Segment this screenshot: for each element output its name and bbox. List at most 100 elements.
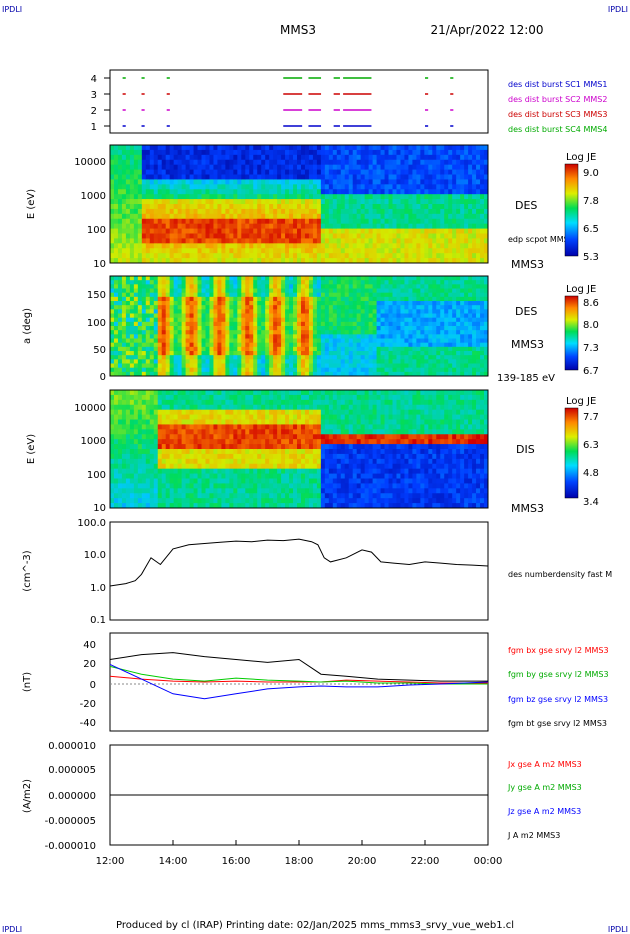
spectrogram-cell	[396, 258, 401, 264]
tick-label: 1000	[81, 191, 106, 202]
spectrogram-cell	[372, 169, 377, 175]
spectrogram-cell	[408, 367, 413, 373]
spectrogram-cell	[293, 253, 298, 259]
spectrogram-cell	[205, 355, 210, 360]
spectrogram-cell	[480, 296, 485, 302]
spectrogram-cell	[293, 321, 298, 327]
spectrogram-cell	[372, 149, 377, 156]
spectrogram-cell	[388, 248, 393, 254]
spectrogram-cell	[356, 233, 362, 239]
spectrogram-cell	[408, 284, 413, 289]
spectrogram-cell	[352, 305, 358, 310]
spectrogram-cell	[213, 218, 218, 225]
spectrogram-cell	[113, 351, 119, 356]
spectrogram-cell	[261, 179, 266, 185]
spectrogram-cell	[356, 174, 362, 180]
spectrogram-cell	[137, 248, 143, 254]
spectrogram-cell	[352, 164, 358, 170]
spectrogram-cell	[125, 330, 131, 335]
spectrogram-cell	[285, 317, 290, 323]
spectrogram-cell	[424, 174, 429, 180]
spectrogram-cell	[464, 342, 469, 348]
spectrogram-cell	[117, 338, 123, 344]
spectrogram-cell	[432, 169, 437, 175]
spectrogram-cell	[145, 449, 151, 455]
spectrogram-cell	[205, 243, 210, 249]
spectrogram-cell	[308, 228, 314, 234]
spectrogram-cell	[133, 238, 139, 244]
spectrogram-cell	[400, 338, 405, 344]
spectrogram-cell	[432, 238, 437, 244]
spectrogram-cell	[448, 288, 453, 294]
spectrogram-cell	[392, 243, 397, 249]
spectrogram-cell	[237, 334, 242, 339]
spectrogram-cell	[300, 169, 306, 175]
spectrogram-cell	[125, 434, 131, 440]
spectrogram-cell	[440, 243, 445, 249]
spectrogram-cell	[209, 243, 214, 249]
spectrogram-cell	[312, 371, 318, 377]
spectrogram-cell	[145, 280, 151, 285]
spectrogram-cell	[304, 149, 310, 156]
spectrogram-cell	[225, 218, 230, 225]
spectrogram-cell	[257, 208, 262, 215]
spectrogram-cell	[153, 444, 159, 450]
spectrogram-cell	[480, 149, 485, 156]
spectrogram-cell	[428, 204, 433, 210]
spectrogram-cell	[157, 498, 163, 504]
spectrogram-cell	[376, 276, 381, 281]
spectrogram-cell	[273, 346, 278, 352]
spectrogram-cell	[464, 338, 469, 344]
spectrogram-cell	[209, 174, 214, 180]
spectrogram-cell	[133, 334, 139, 339]
spectrogram-cell	[157, 330, 163, 335]
spectrogram-cell	[316, 238, 322, 244]
spectrogram-cell	[472, 321, 477, 327]
spectrogram-cell	[145, 493, 151, 499]
spectrogram-cell	[300, 189, 306, 195]
spectrogram-cell	[193, 330, 198, 335]
spectrogram-cell	[161, 204, 167, 210]
spectrogram-cell	[380, 342, 385, 348]
spectrogram-cell	[133, 355, 139, 360]
spectrogram-cell	[281, 346, 286, 352]
spectrogram-cell	[293, 233, 298, 239]
colorbar	[564, 295, 579, 371]
spectrogram-cell	[408, 184, 413, 190]
spectrogram-cell	[388, 145, 393, 151]
spectrogram-cell	[237, 346, 242, 352]
spectrogram-cell	[412, 317, 417, 323]
spectrogram-cell	[221, 194, 226, 200]
spectrogram-cell	[372, 253, 377, 259]
spectrogram-cell	[424, 159, 429, 166]
spectrogram-cell	[472, 317, 477, 323]
spectrogram-cell	[145, 394, 151, 401]
spectrogram-cell	[460, 326, 465, 331]
spectrogram-cell	[137, 253, 143, 259]
spectrogram-cell	[285, 248, 290, 254]
spectrogram-cell	[472, 248, 477, 254]
spectrogram-cell	[217, 276, 222, 281]
spectrogram-cell	[412, 204, 417, 210]
spectrogram-cell	[245, 174, 250, 180]
spectrogram-cell	[308, 330, 314, 335]
spectrogram-cell	[149, 248, 155, 254]
spectrogram-cell	[129, 414, 135, 420]
spectrogram-cell	[376, 243, 381, 249]
spectrogram-cell	[265, 338, 270, 344]
spectrogram-cell	[181, 238, 186, 244]
spectrogram-cell	[113, 394, 119, 401]
spectrogram-cell	[261, 334, 266, 339]
spectrogram-cell	[300, 321, 306, 327]
spectrogram-cell	[133, 371, 139, 377]
spectrogram-cell	[133, 493, 139, 499]
spectrogram-cell	[121, 419, 127, 425]
spectrogram-cell	[125, 424, 131, 430]
spectrogram-cell	[205, 367, 210, 373]
spectrogram-cell	[209, 367, 214, 373]
spectrogram-cell	[380, 228, 385, 234]
spectrogram-cell	[201, 284, 206, 289]
spectrogram-cell	[384, 313, 389, 319]
spectrogram-cell	[161, 394, 167, 401]
spectrogram-cell	[221, 305, 226, 310]
